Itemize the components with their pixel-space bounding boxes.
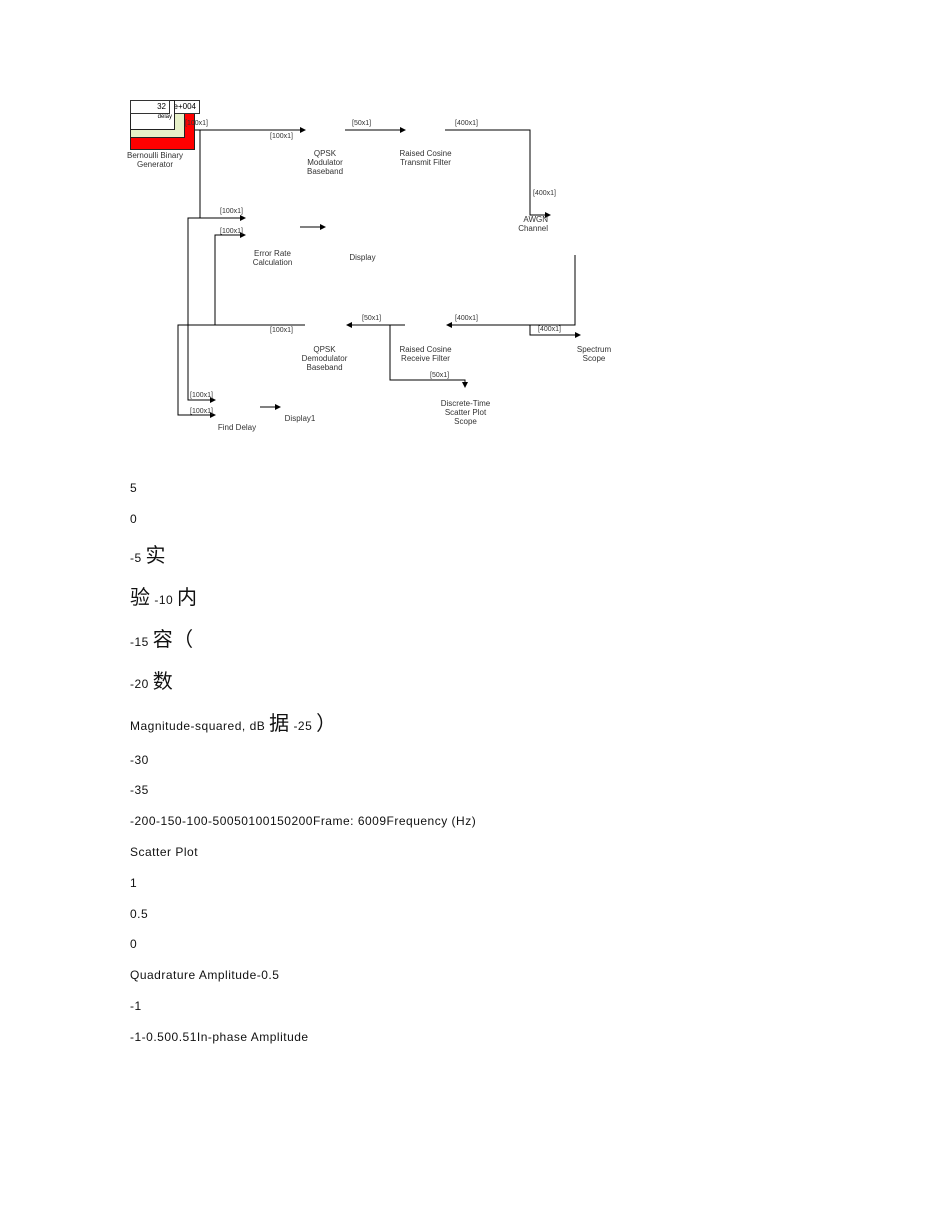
bernoulli-caption: Bernoulli Binary Generator [125,152,185,170]
awgn-caption: AWGN Channel [508,216,548,234]
line-11: Scatter Plot [130,844,950,861]
l4a: 验 [130,587,151,609]
l5a: -15 [130,635,149,649]
sig-10: [50x1] [430,372,449,379]
fd-port: delay [158,114,172,120]
line-2: 0 [130,511,950,528]
line-17: -1-0.500.51In-phase Amplitude [130,1029,950,1046]
l5b: 容（ [153,629,194,651]
error-rate-caption: Error Rate Calculation [245,250,300,268]
l4b: -10 [154,593,173,607]
simulink-diagram: ʃʌʃʌʃʌʃʌʃʌ Bernoulli Binary Bernoulli Bi… [130,100,630,450]
l6b: 数 [153,671,174,693]
sig-7: [400x1] [538,326,561,333]
sig-9: [100x1] [270,327,293,334]
scatter-caption: Discrete-Time Scatter Plot Scope [438,400,493,426]
l7d: ） [316,713,337,735]
line-1: 5 [130,480,950,497]
l7b: 据 [269,713,290,735]
l3a: -5 [130,551,142,565]
sig-4: [400x1] [455,120,478,127]
line-6: -20 数 [130,668,950,696]
line-12: 1 [130,875,950,892]
line-13: 0.5 [130,906,950,923]
sig-6: [400x1] [455,315,478,322]
rx-filter-caption: Raised Cosine Receive Filter [398,346,453,364]
line-16: -1 [130,998,950,1015]
l7c: -25 [293,719,312,733]
display1-v: 32 [130,100,170,114]
sig-3: [50x1] [352,120,371,127]
qpsk-demod-caption: QPSK Demodulator Baseband [297,346,352,372]
display1-caption: Display1 [280,415,320,424]
sig-12: [100x1] [220,228,243,235]
line-7: Magnitude-squared, dB 据 -25 ） [130,710,950,738]
display-caption: Display [340,254,385,263]
l6a: -20 [130,677,149,691]
line-14: 0 [130,936,950,953]
line-4: 验 -10 内 [130,584,950,612]
line-8: -30 [130,752,950,769]
find-delay-caption: Find Delay [212,424,262,433]
l4c: 内 [177,587,198,609]
line-5: -15 容（ [130,626,950,654]
line-10: -200-150-100-50050100150200Frame: 6009Fr… [130,813,950,830]
qpsk-mod-caption: QPSK Modulator Baseband [300,150,350,176]
spectrum-caption: Spectrum Scope [574,346,614,364]
tx-filter-caption: Raised Cosine Transmit Filter [398,150,453,168]
sig-8: [50x1] [362,315,381,322]
sig-2: [100x1] [270,133,293,140]
sig-5: [400x1] [533,190,556,197]
sig-11: [100x1] [220,208,243,215]
line-15: Quadrature Amplitude-0.5 [130,967,950,984]
line-3: -5 实 [130,542,950,570]
sig-1: [100x1] [185,120,208,127]
sig-13: [100x1] [190,392,213,399]
l7a: Magnitude-squared, dB [130,719,265,733]
sig-14: [100x1] [190,408,213,415]
line-9: -35 [130,782,950,799]
document-text: 5 0 -5 实 验 -10 内 -15 容（ -20 数 Magnitude-… [130,480,950,1046]
l3b: 实 [146,545,167,567]
